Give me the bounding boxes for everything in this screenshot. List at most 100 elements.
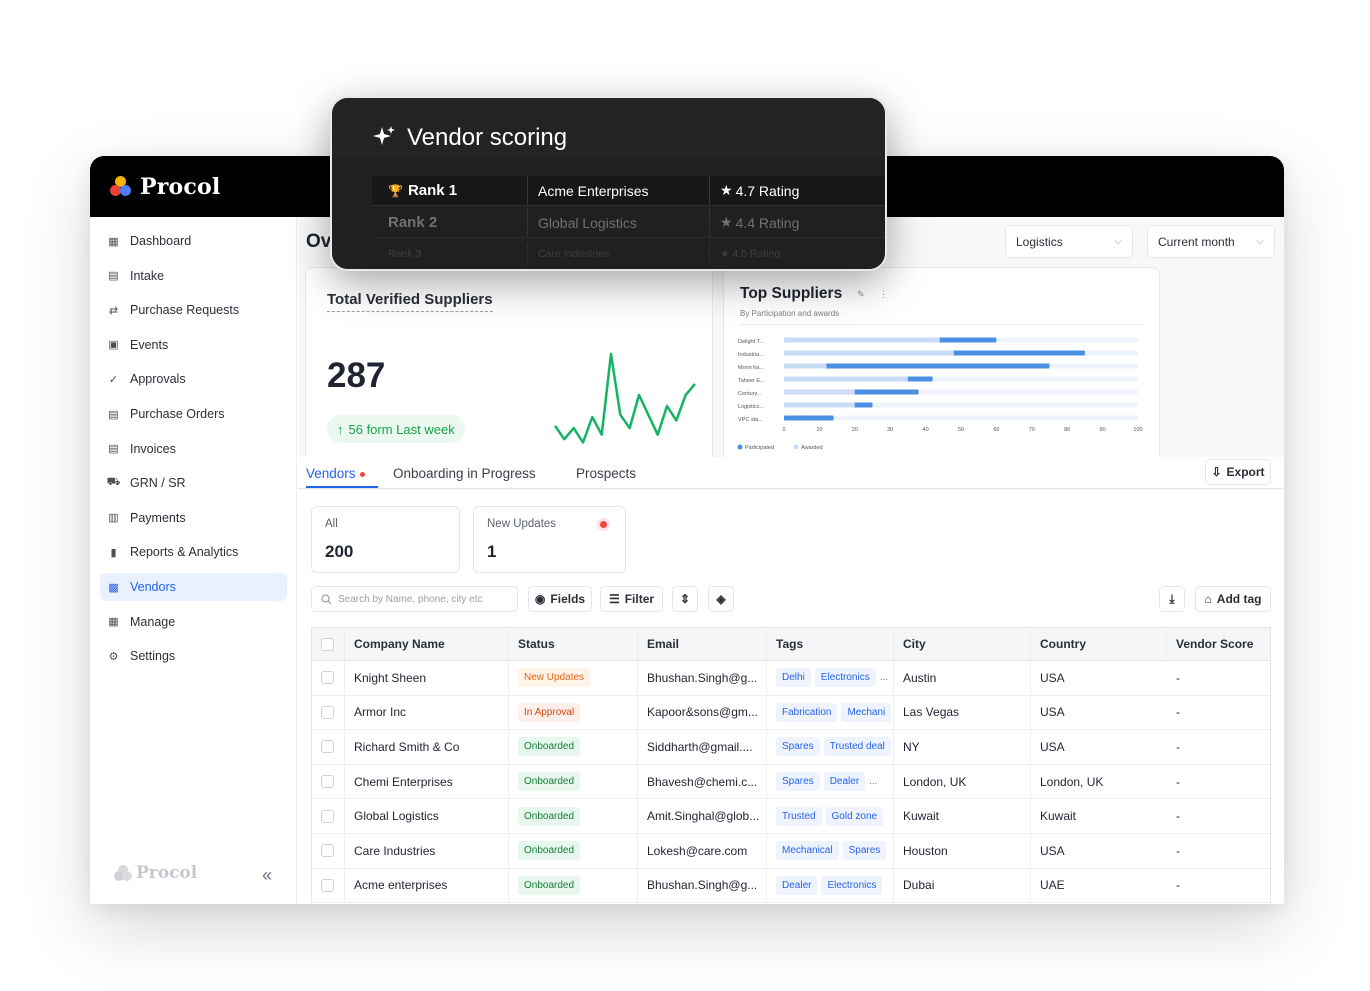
table-row[interactable]: Richard Smith & Co Onboarded Siddharth@gma… xyxy=(312,730,1270,765)
tag-chip[interactable]: Electronics xyxy=(814,668,876,688)
sidebar-item-label: GRN / SR xyxy=(130,476,186,491)
column-header[interactable]: City xyxy=(894,628,1031,660)
filter-button[interactable]: ☰ Filter xyxy=(600,586,663,612)
table-row[interactable]: Acme enterprises Onboarded Bhushan.Singh@g… xyxy=(312,868,1270,904)
sidebar-item-intake[interactable]: ▤ Intake xyxy=(100,262,287,290)
layers-button[interactable]: ◈ xyxy=(708,586,734,612)
stat-all[interactable]: All 200 xyxy=(311,506,460,573)
tag-chip[interactable]: Spares xyxy=(842,841,887,861)
row-checkbox[interactable] xyxy=(321,809,334,823)
add-tag-button[interactable]: ⌂ Add tag xyxy=(1195,586,1271,612)
tab-vendors[interactable]: Vendors xyxy=(306,466,365,481)
sidebar-item-dashboard[interactable]: ▦ Dashboard xyxy=(100,227,287,255)
sidebar-item-payments[interactable]: ▥ Payments xyxy=(100,504,287,532)
sidebar-item-approvals[interactable]: ✓ Approvals xyxy=(100,365,287,393)
procol-logo-icon xyxy=(114,865,132,881)
tag-chip[interactable]: Trusted xyxy=(776,806,822,826)
sidebar-item-grn-sr[interactable]: ⛟ GRN / SR xyxy=(100,469,287,497)
column-header[interactable]: Country xyxy=(1031,628,1167,660)
sidebar-item-label: Settings xyxy=(130,649,176,664)
collapse-sidebar-icon[interactable]: « xyxy=(262,865,273,885)
tab-onboarding[interactable]: Onboarding in Progress xyxy=(393,466,536,481)
sidebar-item-vendors[interactable]: ▩ Vendors xyxy=(100,573,287,601)
chevron-down-icon: ⌵ xyxy=(1114,236,1122,247)
vendor-table: Company Name Status Email Tags City Country Ve… xyxy=(311,627,1271,904)
sidebar-item-purchase-orders[interactable]: ▤ Purchase Orders xyxy=(100,400,287,428)
bar-awarded[interactable] xyxy=(784,363,827,369)
company-name-cell: Global Logistics xyxy=(345,799,509,833)
export-button[interactable]: ⇩ Export xyxy=(1205,459,1271,485)
sidebar-item-invoices[interactable]: ▤ Invoices xyxy=(100,435,287,463)
row-checkbox[interactable] xyxy=(321,775,334,789)
intake-icon: ▤ xyxy=(108,270,119,283)
row-checkbox[interactable] xyxy=(321,740,334,754)
company-name-cell: Care Industries xyxy=(345,833,509,868)
tag-chip[interactable]: Mechanical xyxy=(776,841,839,861)
bar-awarded[interactable] xyxy=(784,350,954,356)
more-icon[interactable]: ⋮ xyxy=(879,289,888,299)
column-header[interactable]: Tags xyxy=(767,628,894,660)
bar-participated[interactable] xyxy=(784,415,834,421)
sidebar-item-manage[interactable]: ▦ Manage xyxy=(100,608,287,636)
bar-awarded[interactable] xyxy=(784,337,940,343)
x-tick-label: 70 xyxy=(1029,427,1035,433)
row-checkbox[interactable] xyxy=(321,878,334,892)
footer-brand-name: Procol xyxy=(136,863,198,883)
tag-chip[interactable]: ... xyxy=(879,672,889,684)
tag-chip[interactable]: Delhi xyxy=(776,668,811,688)
tag-chip[interactable]: Fabrication xyxy=(776,702,838,722)
y-tick-label: VPC sta... xyxy=(738,417,763,423)
tags-cell: Spares Trusted deal xyxy=(767,730,894,764)
tag-chip[interactable]: Gold zone xyxy=(825,806,884,826)
table-row[interactable]: Chemi Enterprises Onboarded Bhavesh@chemi.… xyxy=(312,764,1270,800)
bar-awarded[interactable] xyxy=(784,402,855,408)
tag-chip[interactable]: Dealer xyxy=(823,772,866,792)
search-input[interactable]: Search by Name, phone, city etc xyxy=(311,586,518,612)
sidebar-item-events[interactable]: ▣ Events xyxy=(100,331,287,359)
brand-logo[interactable]: Procol xyxy=(110,174,220,200)
tag-chip[interactable]: Trusted deal xyxy=(823,737,891,757)
email-cell: Bhushan.Singh@g... xyxy=(638,661,767,695)
column-header[interactable]: Company Name xyxy=(345,628,509,660)
y-tick-label: Moon ha... xyxy=(738,365,764,371)
sort-button[interactable]: ⇕ xyxy=(672,586,698,612)
tag-chip[interactable]: Mechani xyxy=(841,702,892,722)
tag-chip[interactable]: ... xyxy=(869,776,878,788)
table-row[interactable]: Knight Sheen New Updates Bhushan.Singh@g..… xyxy=(312,661,1270,696)
tag-chip[interactable]: Dealer xyxy=(776,875,818,895)
row-select-cell xyxy=(312,833,345,868)
row-checkbox[interactable] xyxy=(321,844,334,858)
bar-awarded[interactable] xyxy=(784,376,908,382)
sort-icon: ⇕ xyxy=(679,592,691,606)
tag-chip[interactable]: Spares xyxy=(776,737,820,757)
table-row[interactable]: Global Logistics Onboarded Amit.Singhal@gl… xyxy=(312,799,1270,834)
category-dropdown[interactable]: Logistics ⌵ xyxy=(1005,225,1133,258)
column-header[interactable]: Status xyxy=(509,628,638,660)
sidebar-item-purchase-requests[interactable]: ⇄ Purchase Requests xyxy=(100,296,287,324)
select-all-checkbox[interactable] xyxy=(321,637,334,651)
x-tick-label: 60 xyxy=(993,427,999,433)
tab-prospects[interactable]: Prospects xyxy=(576,466,637,481)
fields-button[interactable]: ◉ Fields xyxy=(528,586,592,612)
table-row[interactable]: Armor Inc In Approval Kapoor&sons@gm... Fab… xyxy=(312,695,1270,731)
tag-chip[interactable]: Spares xyxy=(776,772,820,792)
pin-icon[interactable]: ✎ xyxy=(857,289,865,299)
period-dropdown[interactable]: Current month ⌵ xyxy=(1147,225,1275,258)
tag-chip[interactable]: Electronics xyxy=(821,875,883,895)
row-checkbox[interactable] xyxy=(321,705,334,719)
column-header[interactable]: Vendor Score xyxy=(1176,637,1254,651)
row-checkbox[interactable] xyxy=(321,671,334,685)
vendor-score-cell: - xyxy=(1176,774,1180,789)
download-button[interactable]: ⤓ xyxy=(1159,586,1185,612)
stat-new-updates[interactable]: New Updates 1 xyxy=(473,506,626,573)
bar-awarded[interactable] xyxy=(784,389,855,395)
eye-icon: ◉ xyxy=(534,592,546,606)
email-cell: Bhavesh@chemi.c... xyxy=(638,764,767,799)
sidebar-item-settings[interactable]: ⚙ Settings xyxy=(100,642,287,670)
table-row[interactable]: Care Industries Onboarded Lokesh@care.com M… xyxy=(312,833,1270,869)
sidebar-item-reports-analytics[interactable]: ▮ Reports & Analytics xyxy=(100,538,287,566)
vendor-score-cell: - xyxy=(1176,705,1180,720)
select-all-cell xyxy=(312,628,345,660)
column-header[interactable]: Email xyxy=(638,628,767,660)
bar-participated[interactable] xyxy=(784,363,1050,369)
